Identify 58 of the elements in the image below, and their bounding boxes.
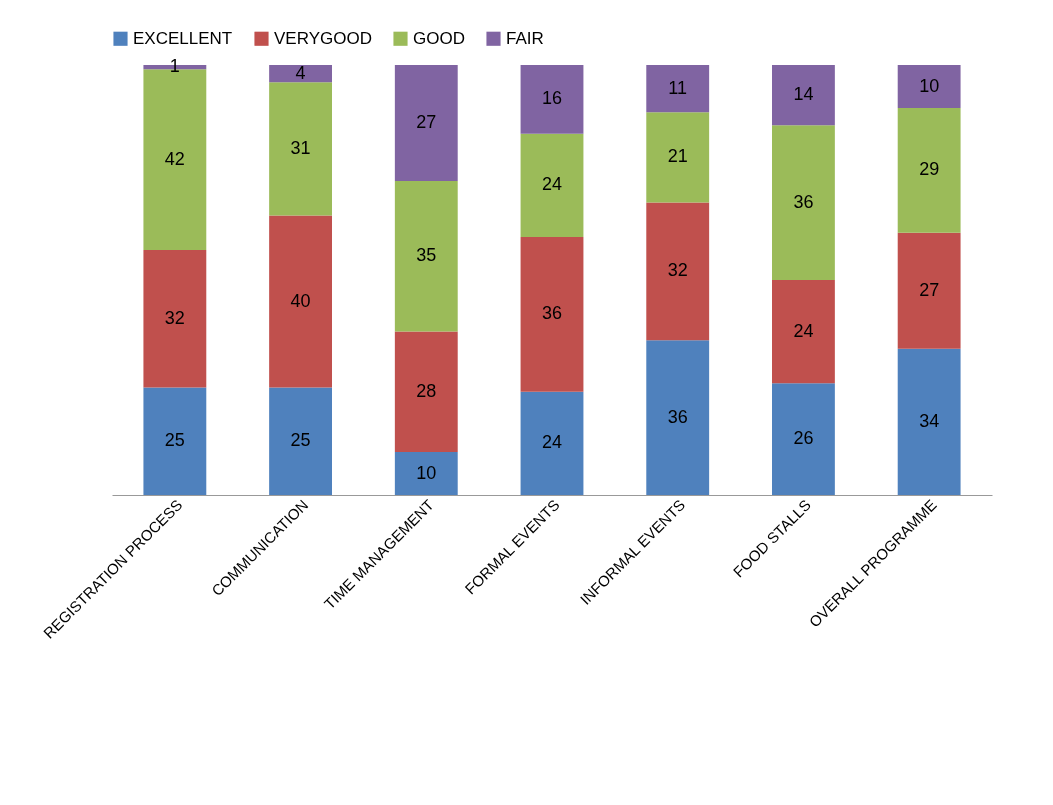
- bar: [772, 280, 835, 384]
- data-label: 25: [164, 430, 185, 451]
- bar: [897, 232, 961, 349]
- data-label: 31: [290, 137, 311, 158]
- bar: [646, 112, 710, 203]
- data-label: 14: [793, 84, 814, 105]
- bar: [520, 237, 584, 392]
- data-label: 26: [793, 428, 814, 449]
- bar: [897, 108, 961, 233]
- bar: [269, 65, 332, 83]
- data-label: 21: [667, 146, 688, 167]
- bar: [394, 181, 458, 332]
- bar: [772, 125, 835, 280]
- legend-label: EXCELLENT: [133, 28, 233, 48]
- bar: [394, 331, 458, 452]
- data-label: 4: [295, 62, 306, 83]
- data-label: 32: [164, 307, 185, 328]
- bar: [520, 65, 584, 134]
- data-label: 42: [164, 148, 185, 169]
- data-label: 32: [667, 260, 688, 281]
- bar: [772, 65, 835, 126]
- data-label: 10: [919, 75, 940, 96]
- legend-label: GOOD: [413, 28, 465, 48]
- legend-label: VERYGOOD: [274, 28, 372, 48]
- data-label: 34: [919, 410, 940, 431]
- data-label: 36: [541, 303, 563, 324]
- bar: [646, 202, 710, 341]
- data-label: 24: [541, 432, 563, 453]
- data-label: 36: [793, 191, 814, 212]
- data-label: 10: [416, 462, 437, 483]
- bar: [520, 133, 584, 237]
- bar: [143, 249, 207, 388]
- data-label: 24: [541, 174, 563, 195]
- data-label: 24: [793, 320, 814, 341]
- bar: [646, 340, 710, 495]
- bar: [269, 215, 332, 388]
- bar: [394, 452, 458, 495]
- data-label: 11: [668, 77, 688, 98]
- data-label: 25: [290, 430, 311, 451]
- data-label: 35: [416, 245, 437, 266]
- data-label: 1: [169, 56, 180, 77]
- bar: [143, 387, 207, 495]
- bar: [269, 387, 332, 495]
- data-label: 27: [416, 112, 437, 133]
- bar: [646, 65, 710, 113]
- bar: [520, 391, 584, 495]
- data-label: 16: [541, 88, 563, 109]
- data-label: 40: [290, 290, 311, 311]
- bar: [897, 348, 961, 495]
- bar: [897, 65, 961, 108]
- bar: [394, 65, 458, 182]
- data-label: 29: [919, 159, 940, 180]
- data-label: 36: [667, 406, 688, 427]
- data-label: 27: [919, 279, 940, 300]
- bar: [269, 82, 332, 216]
- legend-label: FAIR: [506, 28, 544, 48]
- data-label: 28: [416, 380, 437, 401]
- bar: [772, 383, 835, 495]
